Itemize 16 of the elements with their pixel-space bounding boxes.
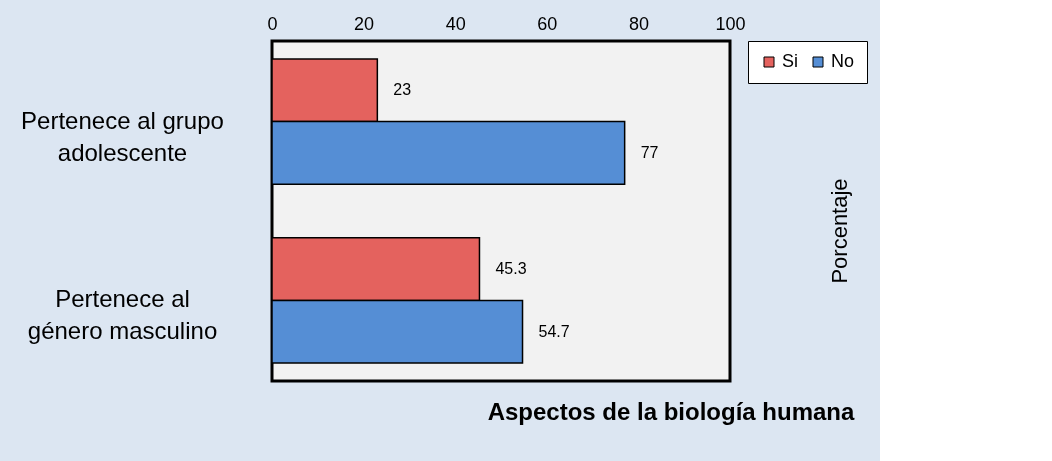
x-tick-label: 0 bbox=[267, 13, 278, 34]
x-tick-label: 40 bbox=[445, 13, 466, 34]
y-axis-title: Porcentaje bbox=[827, 178, 852, 284]
x-tick-label: 100 bbox=[715, 13, 746, 34]
legend-label: No bbox=[831, 51, 855, 71]
x-tick-label: 20 bbox=[354, 13, 375, 34]
data-label: 23 bbox=[393, 81, 412, 99]
data-label: 45.3 bbox=[495, 260, 527, 278]
data-label: 77 bbox=[640, 143, 659, 161]
data-label: 54.7 bbox=[538, 322, 570, 340]
x-tick-label: 80 bbox=[628, 13, 649, 34]
y-tick-label: Pertenece al grupo adolescente bbox=[21, 106, 224, 166]
y-tick-label: Pertenece al género masculino bbox=[27, 285, 218, 345]
x-axis-title: Aspectos de la biología humana bbox=[487, 398, 856, 425]
x-tick-label: 60 bbox=[537, 13, 558, 34]
legend-label: Si bbox=[782, 51, 799, 71]
